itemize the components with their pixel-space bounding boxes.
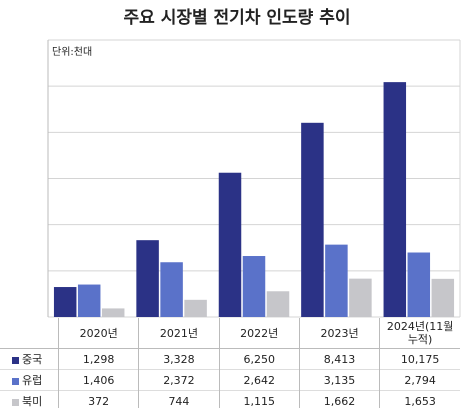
- x-tick-label: 2024년(11월 누적): [379, 318, 460, 349]
- bar: [101, 308, 125, 317]
- value-cell: 3,135: [298, 369, 380, 391]
- bar: [242, 256, 266, 317]
- value-cell: 3,328: [138, 348, 220, 370]
- value-cell: 372: [57, 390, 139, 408]
- legend-swatch: [12, 398, 19, 406]
- chart: 주요 시장별 전기차 인도량 추이 단위:천대: [47, 8, 461, 318]
- bar: [266, 291, 290, 317]
- value-cell: 10,175: [379, 348, 460, 370]
- bar: [218, 172, 242, 317]
- legend-item: 북미: [0, 390, 59, 408]
- bar: [325, 244, 348, 317]
- series-row: 유럽 1,406 2,372 2,642 3,135 2,794: [0, 369, 460, 391]
- unit-label: 단위:천대: [52, 45, 92, 58]
- legend-item: 유럽: [0, 369, 59, 391]
- value-cell: 1,653: [379, 390, 460, 408]
- legend-label: 북미: [22, 395, 43, 408]
- bar: [383, 82, 407, 318]
- value-cell: 1,298: [57, 348, 139, 370]
- legend-item: 중국: [0, 349, 59, 370]
- value-cell: 1,406: [57, 369, 139, 391]
- x-tick-label: 2020년: [57, 318, 139, 349]
- value-cell: 6,250: [218, 348, 300, 370]
- bar: [431, 278, 455, 317]
- bar: [349, 278, 372, 317]
- bar: [53, 287, 77, 317]
- x-tick-label: 2022년: [218, 318, 300, 349]
- legend-label: 중국: [22, 353, 43, 366]
- corner-cell: [0, 318, 59, 349]
- bar: [301, 122, 324, 317]
- bar: [136, 240, 159, 317]
- value-cell: 8,413: [298, 348, 380, 370]
- x-tick-label: 2023년: [298, 318, 380, 349]
- bar: [184, 299, 207, 317]
- value-cell: 1,115: [218, 390, 300, 408]
- header-row: 2020년 2021년 2022년 2023년 2024년(11월 누적): [0, 318, 460, 349]
- legend-label: 유럽: [22, 374, 43, 387]
- x-tick-label: 2021년: [138, 318, 220, 349]
- legend-swatch: [12, 356, 19, 364]
- legend-swatch: [12, 377, 19, 385]
- bar: [77, 284, 101, 317]
- series-row: 북미 372 744 1,115 1,662 1,653: [0, 390, 460, 408]
- chart-title: 주요 시장별 전기차 인도량 추이: [124, 8, 351, 28]
- value-cell: 2,642: [218, 369, 300, 391]
- data-table: 2020년 2021년 2022년 2023년 2024년(11월 누적) 중국 1,298…: [0, 318, 460, 408]
- bar: [407, 252, 431, 317]
- value-cell: 2,372: [138, 369, 220, 391]
- series-row: 중국 1,298 3,328 6,250 8,413 10,175: [0, 348, 460, 370]
- value-cell: 1,662: [298, 390, 380, 408]
- value-cell: 744: [138, 390, 220, 408]
- bar: [160, 262, 183, 317]
- value-cell: 2,794: [379, 369, 460, 391]
